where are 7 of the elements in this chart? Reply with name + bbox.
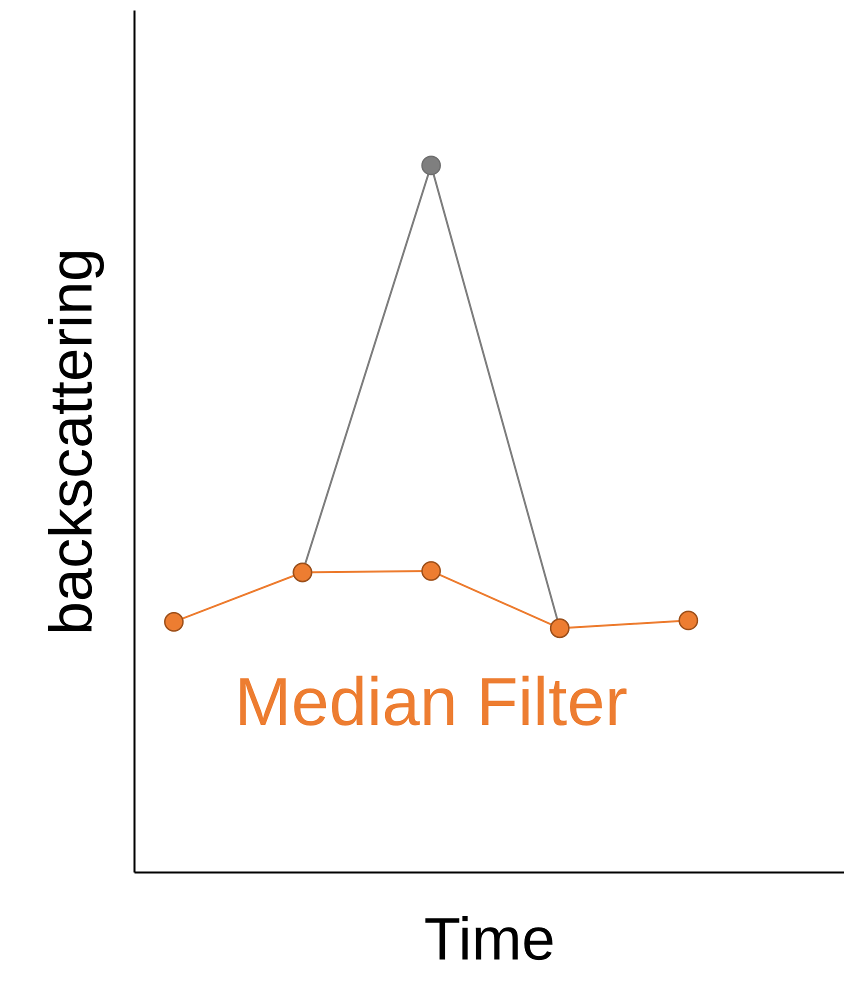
point (421, 156, 441, 176)
point (421, 561, 441, 581)
x-axis-title: Time (424, 906, 556, 972)
point (164, 612, 184, 632)
point (678, 610, 698, 630)
series-label: Median Filter (234, 664, 628, 740)
y-axis-title: backscattering (38, 248, 104, 635)
